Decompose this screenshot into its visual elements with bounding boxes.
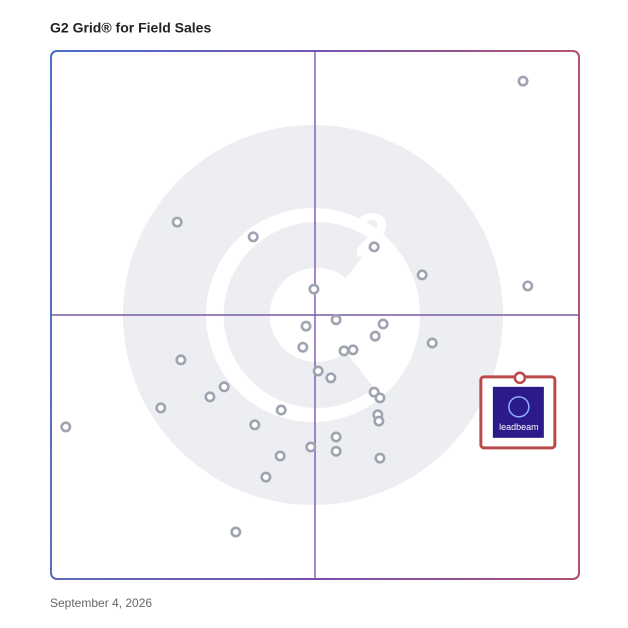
product-logo (492, 386, 544, 438)
product-point[interactable] (517, 75, 529, 87)
date: September 4, 2026 (50, 596, 152, 610)
product-point[interactable] (347, 344, 359, 356)
product-point[interactable] (300, 320, 312, 332)
logo-ring (508, 396, 530, 418)
highlight-point[interactable] (513, 371, 527, 385)
product-point[interactable] (330, 445, 342, 457)
product-point[interactable] (373, 415, 385, 427)
product-point[interactable] (305, 441, 317, 453)
product-point[interactable] (274, 450, 286, 462)
product-point[interactable] (204, 391, 216, 403)
svg-text:2: 2 (355, 201, 389, 270)
product-point[interactable] (297, 341, 309, 353)
product-point[interactable] (416, 269, 428, 281)
product-point[interactable] (374, 452, 386, 464)
product-point[interactable] (247, 231, 259, 243)
product-point[interactable] (171, 216, 183, 228)
product-point[interactable] (377, 318, 389, 330)
product-point[interactable] (275, 404, 287, 416)
product-point[interactable] (175, 354, 187, 366)
product-point[interactable] (155, 402, 167, 414)
product-point[interactable] (249, 419, 261, 431)
product-point[interactable] (60, 421, 72, 433)
product-point[interactable] (368, 241, 380, 253)
product-point[interactable] (260, 471, 272, 483)
chart-title: G2 Grid® for Field Sales (50, 20, 211, 36)
product-point[interactable] (218, 381, 230, 393)
product-point[interactable] (369, 330, 381, 342)
product-point[interactable] (338, 345, 350, 357)
product-point[interactable] (330, 431, 342, 443)
product-point[interactable] (312, 365, 324, 377)
product-point[interactable] (230, 526, 242, 538)
product-point[interactable] (330, 314, 342, 326)
product-point[interactable] (426, 337, 438, 349)
product-point[interactable] (325, 372, 337, 384)
product-point[interactable] (308, 283, 320, 295)
product-name: leadbeam (499, 422, 539, 432)
product-point[interactable] (374, 392, 386, 404)
product-point[interactable] (522, 280, 534, 292)
